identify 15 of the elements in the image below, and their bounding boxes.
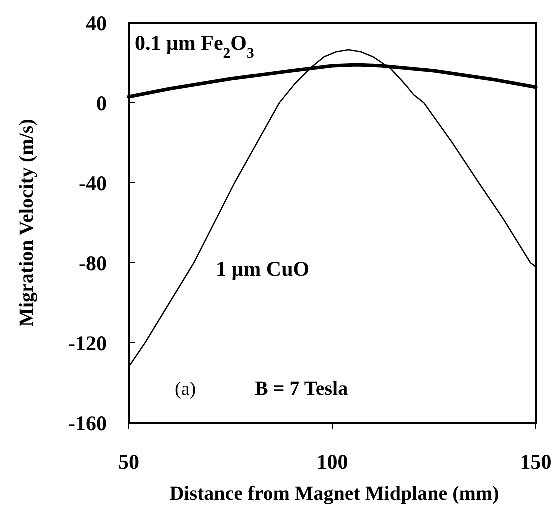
series-label: 0.1 μm Fe$_{2}$O$_{3}$ (135, 31, 254, 62)
series-label: 1 μm CuO (216, 257, 310, 281)
x-tick-label: 150 (520, 450, 552, 474)
annotation: (a) (175, 379, 196, 400)
annotation: B = 7 Tesla (255, 378, 348, 400)
x-tick-label: 50 (118, 450, 140, 474)
x-tick-label: 100 (316, 450, 348, 474)
y-tick-label: 40 (86, 11, 107, 36)
y-tick-label: -120 (68, 331, 107, 356)
y-tick-label: -40 (79, 171, 107, 196)
y-tick-label: 0 (96, 91, 107, 116)
x-axis-title: Distance from Magnet Midplane (mm) (170, 483, 500, 505)
y-axis-title: Migration Velocity (m/s) (16, 119, 38, 327)
y-tick-label: -160 (68, 411, 107, 436)
y-tick-label: -80 (79, 251, 107, 276)
